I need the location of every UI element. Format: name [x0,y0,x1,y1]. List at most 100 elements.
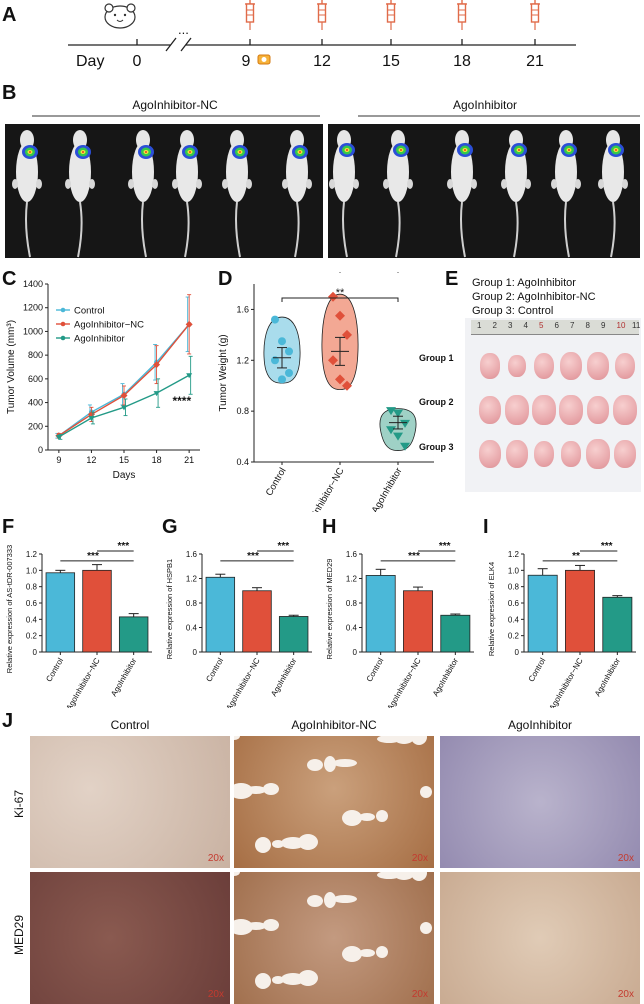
significance-label: *** [277,541,289,552]
ruler-number: 5 [539,321,544,330]
data-point [400,442,410,451]
vacuole [234,783,253,799]
ruler-number: 6 [554,321,559,330]
ihc-image: 20x [440,872,640,1004]
vacuole [377,736,401,743]
x-tick-label: AgoInhibitor−NC [302,466,347,512]
tick-label: 0.4 [26,615,38,624]
vacuole [281,973,305,985]
tumor-signal [568,149,570,151]
tick-label: 0.8 [236,406,249,416]
tumor-photo: 1 2 3 4 5 6 7 8 9 10 11 [465,318,641,492]
tick-label: 1.2 [346,575,358,584]
significance-label: *** [87,551,99,562]
bar [205,576,236,653]
tick-label: 0.6 [26,599,38,608]
tick-label: 1.2 [508,550,520,559]
ruler-number: 4 [523,321,528,330]
syringe-icon [457,0,467,30]
ihc-row-med29: MED29 [12,914,26,955]
panel-label-c: C [2,268,17,290]
mouse-image [501,130,531,258]
x-tick-label: AgoInhibitor−NC [385,656,422,708]
tick-label: 200 [28,421,43,431]
tumor-specimen [613,395,637,425]
tumor-signal [299,151,301,153]
data-point [342,380,352,391]
x-tick-label: AgoInhibitor−NC [64,656,101,708]
tumor-specimen [614,352,636,380]
mouse-image [598,130,628,258]
tumor-signal [145,151,147,153]
syringe-icon [245,0,255,30]
tick-label: 21 [184,455,194,465]
y-axis-label: Relative expression of AS-tDR-007333 [5,545,14,673]
timeline-day-12: 12 [313,53,331,70]
significance-label: ** [336,287,345,299]
data-point [335,310,345,321]
tumor-specimen [480,353,500,379]
tumor-specimen [533,440,555,468]
data-point [120,391,128,399]
group-title-nc: AgoInhibitor-NC [132,98,218,112]
data-point [271,356,279,365]
tumor-signal [346,149,348,151]
tick-label: 0.4 [346,624,358,633]
ruler-number: 7 [570,321,575,330]
x-tick-label: AgoInhibitor [269,656,298,698]
data-point [55,434,62,440]
tick-label: 0.8 [508,583,520,592]
ihc-image: 20x [30,736,230,868]
tick-label: 0.4 [186,624,198,633]
bar [602,596,633,653]
tumor-signal [82,151,84,153]
tick-label: 0 [353,648,358,657]
vacuole [376,946,388,958]
legend-item: Group 1: AgoInhibitor [472,277,576,289]
significance-label: *** [117,541,129,552]
x-tick-label: AgoInhibitor−NC [224,656,261,708]
data-point [121,405,127,411]
ihc-column-nc: AgoInhibitor-NC [291,718,377,732]
bar-chart-med29: 0 0.4 0.8 1.2 1.6 Relative expression of MED2… [325,541,474,708]
tumor-specimen [561,441,581,467]
bar-chart-hspb1: 0 0.4 0.8 1.2 1.6 Relative expression of HSPB… [165,541,312,708]
vacuole [420,922,432,934]
tick-label: 1.0 [26,566,38,575]
bar [527,574,558,653]
group-title-inhibitor: AgoInhibitor [452,98,518,112]
tissue-vacuoles [234,872,432,989]
ihc-image: 20x [440,736,640,868]
vacuole [377,872,401,879]
data-point [400,419,410,428]
data-point [393,409,403,418]
syringe-icon [317,0,327,30]
data-point [186,373,193,379]
timeline-diagram [68,0,576,65]
y-axis-label: Relative expression of ELK4 [487,562,496,656]
mouse-image [383,130,413,258]
tick-label: 0.8 [346,599,358,608]
y-axis-label: Tumor Volume (mm³) [6,320,17,414]
vacuole [234,872,240,876]
legend-item: Group 2: AgoInhibitor-NC [472,291,596,303]
vacuole [263,783,279,795]
tumor-specimen [532,395,556,425]
panel-label-h: H [322,516,337,538]
magnification-label: 20x [207,853,224,864]
ihc-image: 20x [30,872,230,1004]
significance-bracket [339,272,399,273]
tumor-signal [400,149,402,151]
vacuole [307,895,323,907]
tick-label: 1000 [23,326,43,336]
x-tick-label: Control [204,656,225,683]
panel-label-d: D [218,268,233,290]
vacuole [234,919,253,935]
mouse-image [128,130,158,258]
significance-bracket [281,297,399,302]
ruler-number: 10 [616,321,626,330]
timeline-day-9: 9 [241,53,251,70]
bar [440,614,471,653]
bar [365,575,396,653]
legend-label: AgoInhibitor [74,334,125,345]
